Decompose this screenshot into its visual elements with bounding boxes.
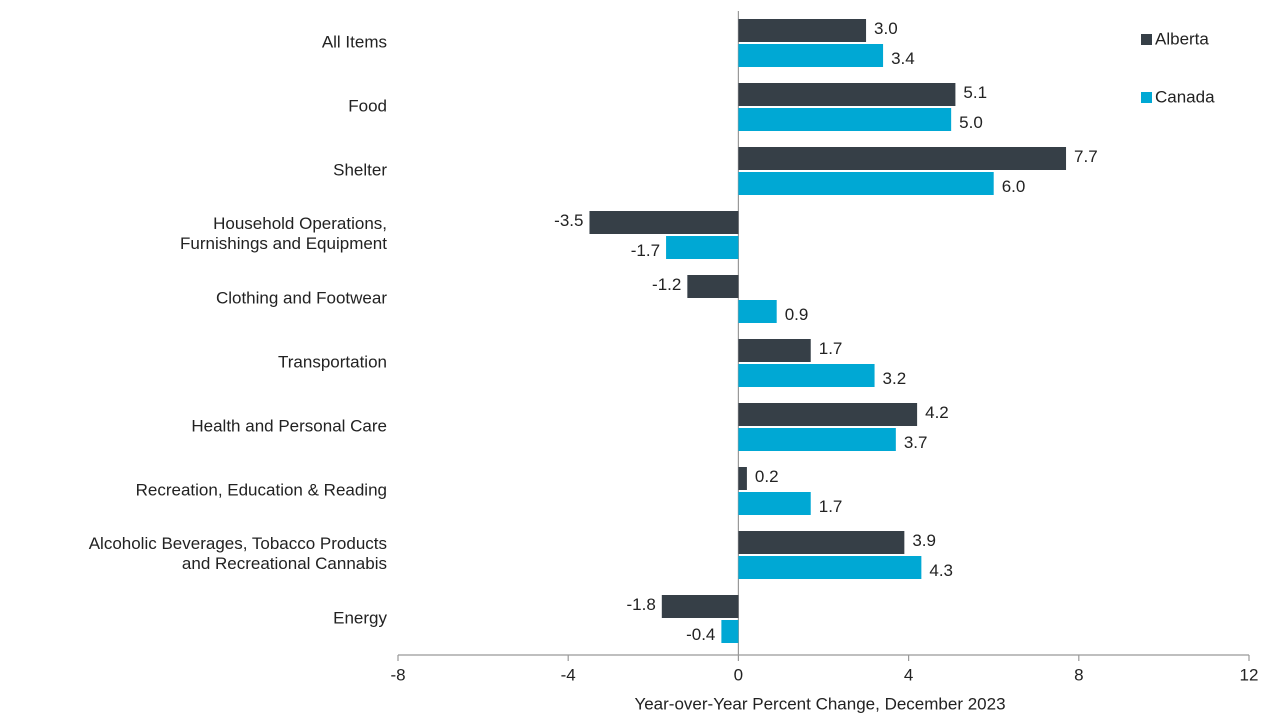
value-label: 3.0 [874,19,898,38]
x-tick-label: -8 [390,665,405,684]
value-label: -3.5 [554,211,583,230]
x-tick-label: 4 [904,665,913,684]
y-tick-label: Transportation [278,352,387,371]
y-tick-label: Health and Personal Care [191,416,387,435]
value-label: 1.7 [819,497,843,516]
bar [738,428,896,451]
y-tick-label: Food [348,96,387,115]
bar [738,19,867,42]
bar [687,275,739,298]
y-tick-label: Household Operations, Furnishings and Equ… [180,214,387,253]
value-label: 4.3 [929,561,953,580]
bar [661,595,739,618]
legend-swatch [1141,34,1152,45]
value-label: -0.4 [686,625,715,644]
value-label: 6.0 [1002,177,1026,196]
bar [738,339,811,362]
x-tick-label: 0 [734,665,743,684]
bar [738,172,994,195]
value-label: 1.7 [819,339,843,358]
bar [738,364,875,387]
bar [589,211,739,234]
value-label: 3.7 [904,433,928,452]
value-label: 3.9 [912,531,936,550]
value-label: 0.9 [785,305,809,324]
bar [738,492,811,515]
y-tick-label: Alcoholic Beverages, Tobacco Products and… [89,534,387,573]
x-tick-label: 8 [1074,665,1083,684]
bar [738,108,952,131]
y-tick-label: Clothing and Footwear [216,288,387,307]
value-label: 3.2 [883,369,907,388]
y-tick-label: Shelter [333,160,387,179]
x-tick-label: 12 [1240,665,1259,684]
value-label: 3.4 [891,49,915,68]
bar [738,556,922,579]
legend-label: Canada [1155,87,1215,106]
y-tick-label: Recreation, Education & Reading [136,480,387,499]
legend-label: Alberta [1155,29,1209,48]
value-label: 7.7 [1074,147,1098,166]
bar [738,531,905,554]
bar [738,44,884,67]
value-label: 0.2 [755,467,779,486]
legend-swatch [1141,92,1152,103]
bar [738,147,1067,170]
bar [738,300,777,323]
x-axis-label: Year-over-Year Percent Change, December … [634,694,1005,713]
value-label: 5.1 [963,83,987,102]
bar [666,236,739,259]
value-label: 4.2 [925,403,949,422]
value-label: -1.7 [631,241,660,260]
bar [738,467,747,490]
y-tick-label: All Items [322,32,387,51]
y-tick-label: Energy [333,608,387,627]
bar [738,83,956,106]
value-label: -1.2 [652,275,681,294]
bar [738,403,918,426]
x-tick-label: -4 [561,665,576,684]
value-label: -1.8 [627,595,656,614]
value-label: 5.0 [959,113,983,132]
bar [721,620,739,643]
